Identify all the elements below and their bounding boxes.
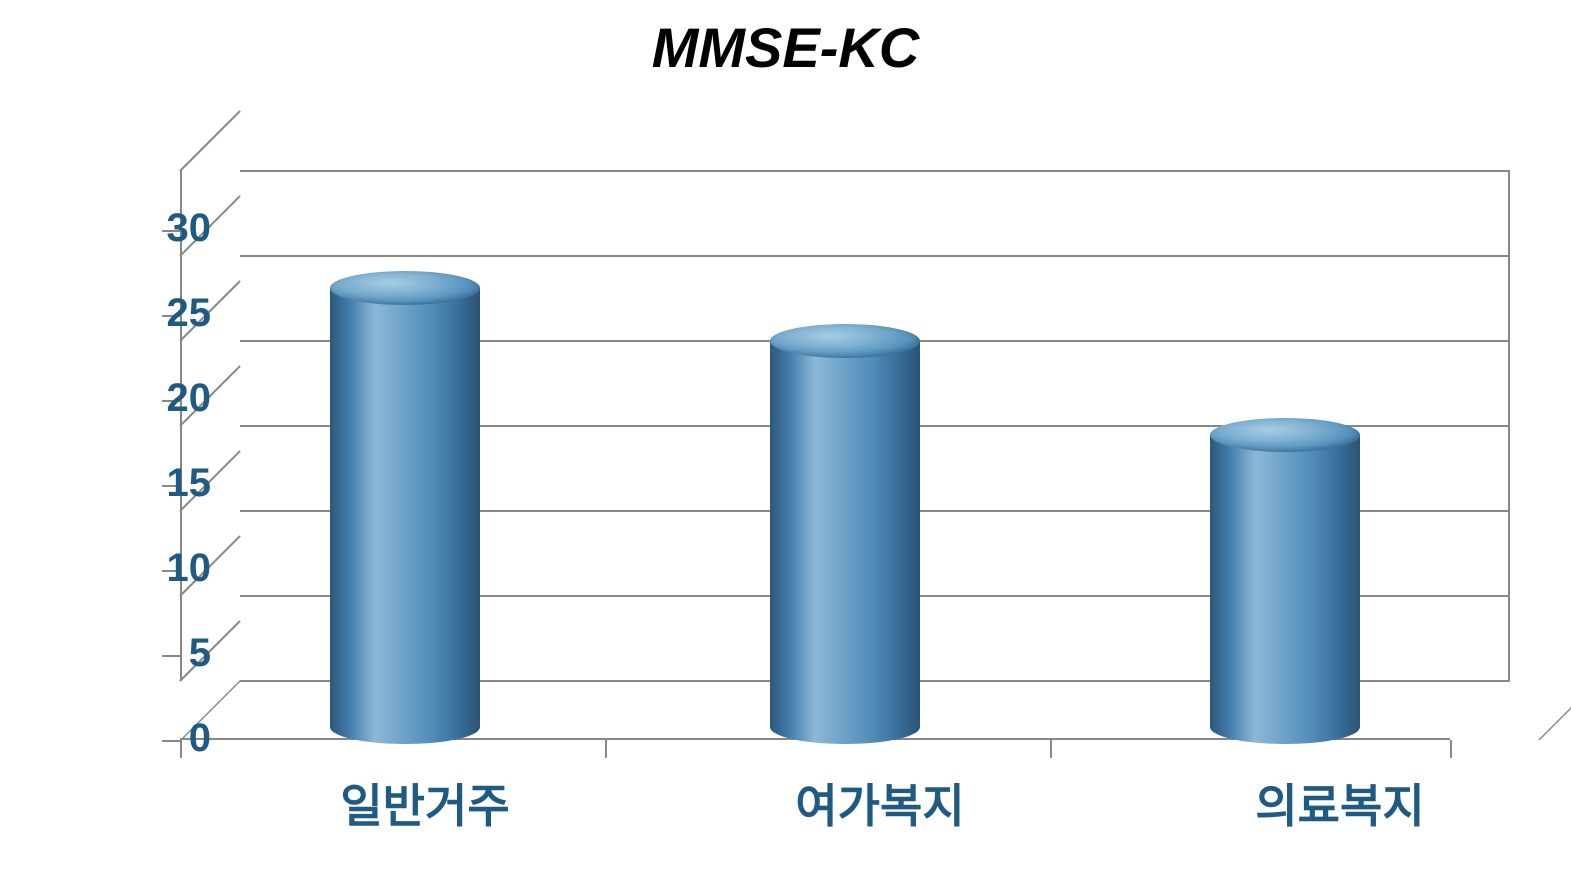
gridline-back bbox=[240, 255, 1510, 257]
gridline-back bbox=[240, 170, 1510, 172]
y-axis-label: 25 bbox=[101, 291, 211, 336]
y-axis-label: 5 bbox=[101, 631, 211, 676]
bar-body bbox=[330, 288, 480, 727]
gridline-side bbox=[179, 110, 241, 172]
bar-top-ellipse bbox=[1210, 418, 1360, 452]
bar-cylinder bbox=[770, 341, 920, 727]
y-axis-label: 30 bbox=[101, 206, 211, 251]
x-axis-label: 여가복지 bbox=[740, 770, 1020, 836]
bar-body bbox=[1210, 435, 1360, 727]
x-tick-mark bbox=[1450, 740, 1452, 758]
y-axis-label: 0 bbox=[101, 716, 211, 761]
y-axis-label: 15 bbox=[101, 461, 211, 506]
bar-body bbox=[770, 341, 920, 727]
y-axis-label: 10 bbox=[101, 546, 211, 591]
x-tick-mark bbox=[1050, 740, 1052, 758]
y-axis-label: 20 bbox=[101, 376, 211, 421]
x-axis-label: 의료복지 bbox=[1200, 770, 1480, 836]
x-axis-label: 일반거주 bbox=[285, 770, 565, 836]
floor-right-edge bbox=[1455, 680, 1571, 740]
chart-title: MMSE-KC bbox=[652, 15, 920, 80]
x-tick-mark bbox=[605, 740, 607, 758]
bar-top-ellipse bbox=[770, 324, 920, 358]
bar-cylinder bbox=[1210, 435, 1360, 727]
chart-plot-area bbox=[180, 170, 1510, 740]
bar-cylinder bbox=[330, 288, 480, 727]
